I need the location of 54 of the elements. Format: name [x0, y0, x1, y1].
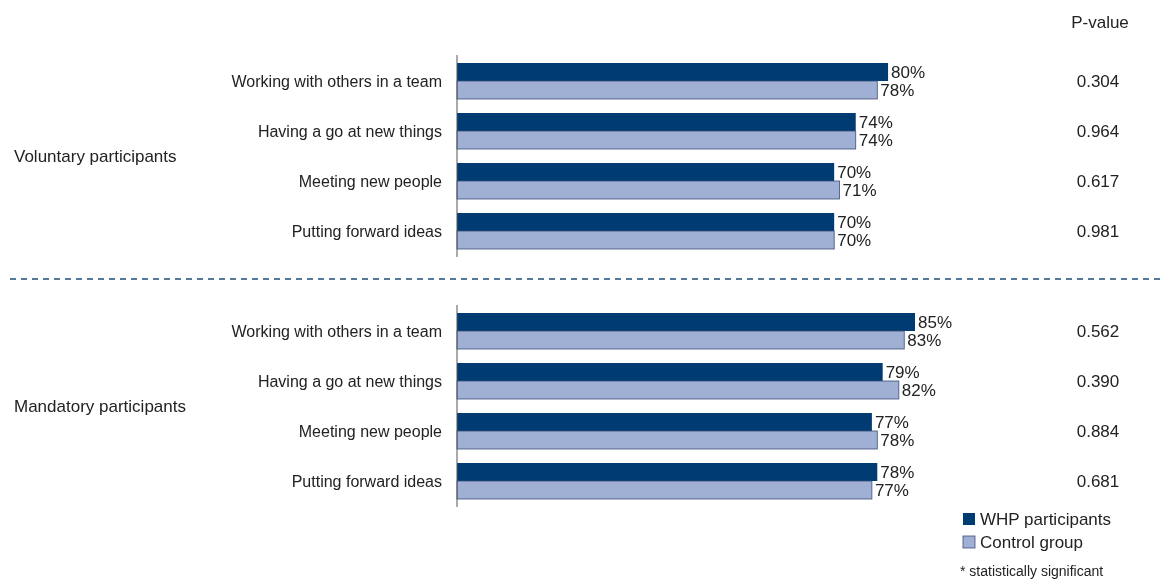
y-tick-label: Meeting new people: [298, 423, 443, 440]
y-tick-label: Working with others in a team: [231, 73, 442, 90]
data-label: 83%: [907, 331, 942, 350]
data-label: 85%: [918, 313, 953, 332]
data-label: 82%: [901, 381, 936, 400]
text: 0.981: [1076, 222, 1120, 241]
y-tick-label: Having a go at new things: [257, 373, 442, 390]
text: 0.617: [1076, 172, 1120, 191]
legend-label: WHP participants: [980, 510, 1112, 529]
bar: [457, 463, 878, 481]
data-label: 77%: [874, 413, 909, 432]
bar: [456, 330, 905, 350]
bar: [457, 363, 883, 381]
data-label: 74%: [858, 131, 893, 150]
bar: [457, 413, 872, 431]
bar: [456, 480, 873, 500]
bar: [456, 80, 878, 100]
bar: [457, 313, 915, 331]
y-tick-label: Having a go at new things: [257, 123, 442, 140]
y-tick-label: Putting forward ideas: [291, 473, 442, 490]
y-tick-label: Working with others in a team: [231, 323, 442, 340]
data-label: 71%: [842, 181, 877, 200]
legend-label: Control group: [980, 533, 1084, 552]
text: 0.884: [1076, 422, 1120, 441]
bar: [457, 213, 835, 231]
y-axis-title: Mandatory participants: [14, 397, 186, 416]
data-label: 78%: [880, 431, 915, 450]
bar: [457, 113, 856, 131]
text: 0.390: [1076, 372, 1120, 391]
y-tick-label: Meeting new people: [298, 173, 443, 190]
data-label: 77%: [874, 481, 909, 500]
data-label: 70%: [837, 231, 872, 250]
data-label: 70%: [837, 163, 872, 182]
text: 0.304: [1076, 72, 1120, 91]
y-tick-label: Putting forward ideas: [291, 223, 442, 240]
bar: [457, 63, 889, 81]
text: 0.964: [1076, 122, 1120, 141]
data-label: 78%: [880, 81, 915, 100]
data-label: 70%: [837, 213, 872, 232]
text: * statistically significant: [960, 563, 1104, 579]
bar: [456, 130, 857, 150]
bar: [456, 430, 878, 450]
data-label: 80%: [891, 63, 926, 82]
y-axis-title: Voluntary participants: [14, 147, 177, 166]
bar: [456, 380, 900, 400]
data-label: 74%: [858, 113, 893, 132]
text: 0.562: [1076, 322, 1120, 341]
bar: [456, 230, 835, 250]
bar: [456, 180, 840, 200]
data-label: 78%: [880, 463, 915, 482]
data-label: 79%: [885, 363, 920, 382]
text: P-value: [1071, 13, 1129, 32]
text: 0.681: [1076, 472, 1120, 491]
bar: [457, 163, 835, 181]
